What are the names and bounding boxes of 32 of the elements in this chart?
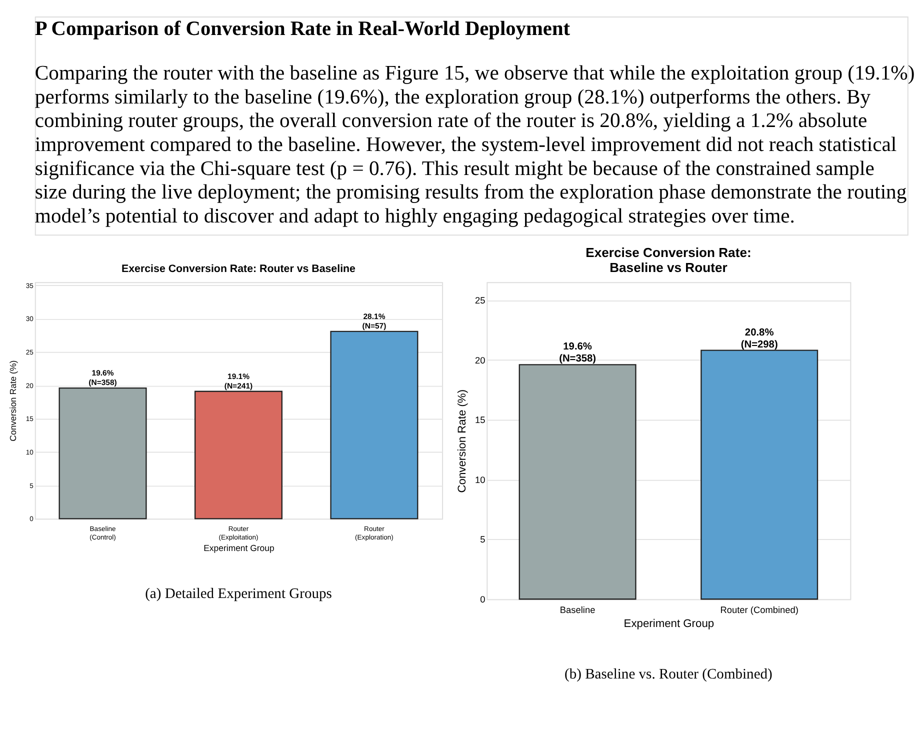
y-axis-title: Conversion Rate (%) [8,360,18,442]
bar [58,387,147,520]
text: P Comparison of Conversion Rate in Real-World Deployment [34,18,570,40]
text: significance via the Chi-square test (p = 0.76). This result might be because of the constrained sample [34,158,874,180]
text: model’s potential to discover and adapt to highly engaging pedagogical strategies over time. [34,206,795,228]
y-tick-label: 5 [480,534,486,545]
text: Comparing the router with the baseline as Figure 15, we observe that while the exploitation group (19.1%) [34,62,915,84]
text: improvement compared to the baseline. However, the system-level improvement did not reach statistical [34,134,897,156]
x-axis-title: Experiment Group [624,618,714,630]
y-tick-label: 15 [474,415,486,426]
x-tick-label: Baseline [560,605,596,616]
bar [330,330,418,520]
text: combining router groups, the overall conversion rate of the router is 20.8%, yielding a 1.2% absolute [34,110,868,132]
data-label: 19.6% (N=358) [88,368,118,388]
data-label: 20.8% (N=298) [740,327,778,350]
y-tick-label: 10 [474,474,486,485]
chart-title: Exercise Conversion Rate: Baseline vs Router [586,244,752,275]
bar [194,390,283,520]
text: (b) Baseline vs. Router (Combined) [564,666,773,683]
y-axis-title: Conversion Rate (%) [456,389,468,493]
text: size during the live deployment; the promising results from the exploration phase demonstrate the routing [34,182,907,204]
y-tick-label: 25 [474,295,486,306]
y-tick-label: 20 [474,355,486,366]
data-label: 19.6% (N=358) [559,342,596,365]
x-axis-title: Experiment Group [204,543,274,554]
text: (a) Detailed Experiment Groups [145,586,332,602]
y-tick-label: 0 [480,594,486,605]
data-label: 28.1% (N=57) [362,312,387,331]
x-tick-label: Router (Combined) [720,605,798,616]
chart-title: Exercise Conversion Rate: Router vs Baseline [122,262,356,275]
data-label: 19.1% (N=241) [224,372,254,390]
text: performs similarly to the baseline (19.6%), the exploration group (28.1%) outperforms the others. By [34,86,872,108]
